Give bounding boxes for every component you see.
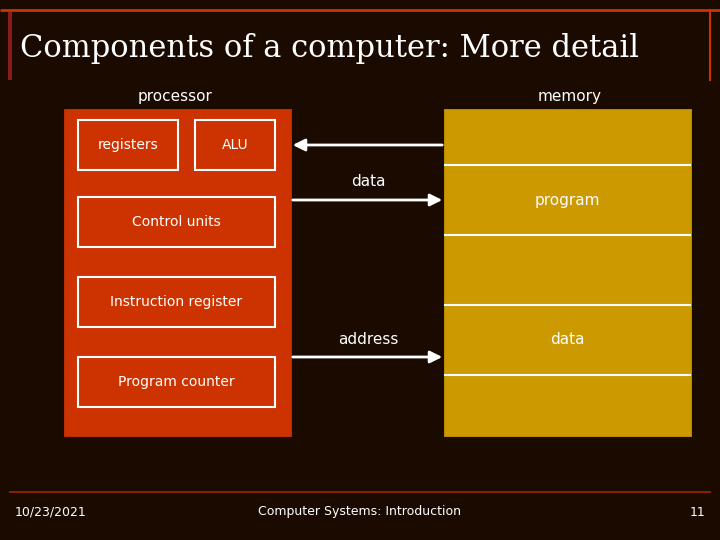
- Text: Computer Systems: Introduction: Computer Systems: Introduction: [258, 505, 462, 518]
- Bar: [195, 120, 275, 170]
- Bar: [445, 110, 690, 435]
- Text: Program counter: Program counter: [118, 375, 235, 389]
- Bar: [65, 110, 290, 435]
- Text: data: data: [550, 333, 585, 348]
- Text: Control units: Control units: [132, 215, 221, 229]
- Text: Instruction register: Instruction register: [110, 295, 243, 309]
- Text: 11: 11: [689, 505, 705, 518]
- Text: processor: processor: [138, 90, 212, 105]
- Text: address: address: [338, 333, 398, 348]
- Text: Components of a computer: More detail: Components of a computer: More detail: [20, 32, 639, 64]
- Text: data: data: [351, 174, 385, 190]
- Text: registers: registers: [98, 138, 158, 152]
- Bar: [78, 357, 275, 407]
- Text: program: program: [535, 192, 600, 207]
- Text: 10/23/2021: 10/23/2021: [15, 505, 86, 518]
- Text: ALU: ALU: [222, 138, 248, 152]
- Bar: [78, 277, 275, 327]
- Bar: [8, 12, 12, 80]
- Bar: [78, 197, 275, 247]
- Text: memory: memory: [538, 90, 602, 105]
- Bar: [78, 120, 178, 170]
